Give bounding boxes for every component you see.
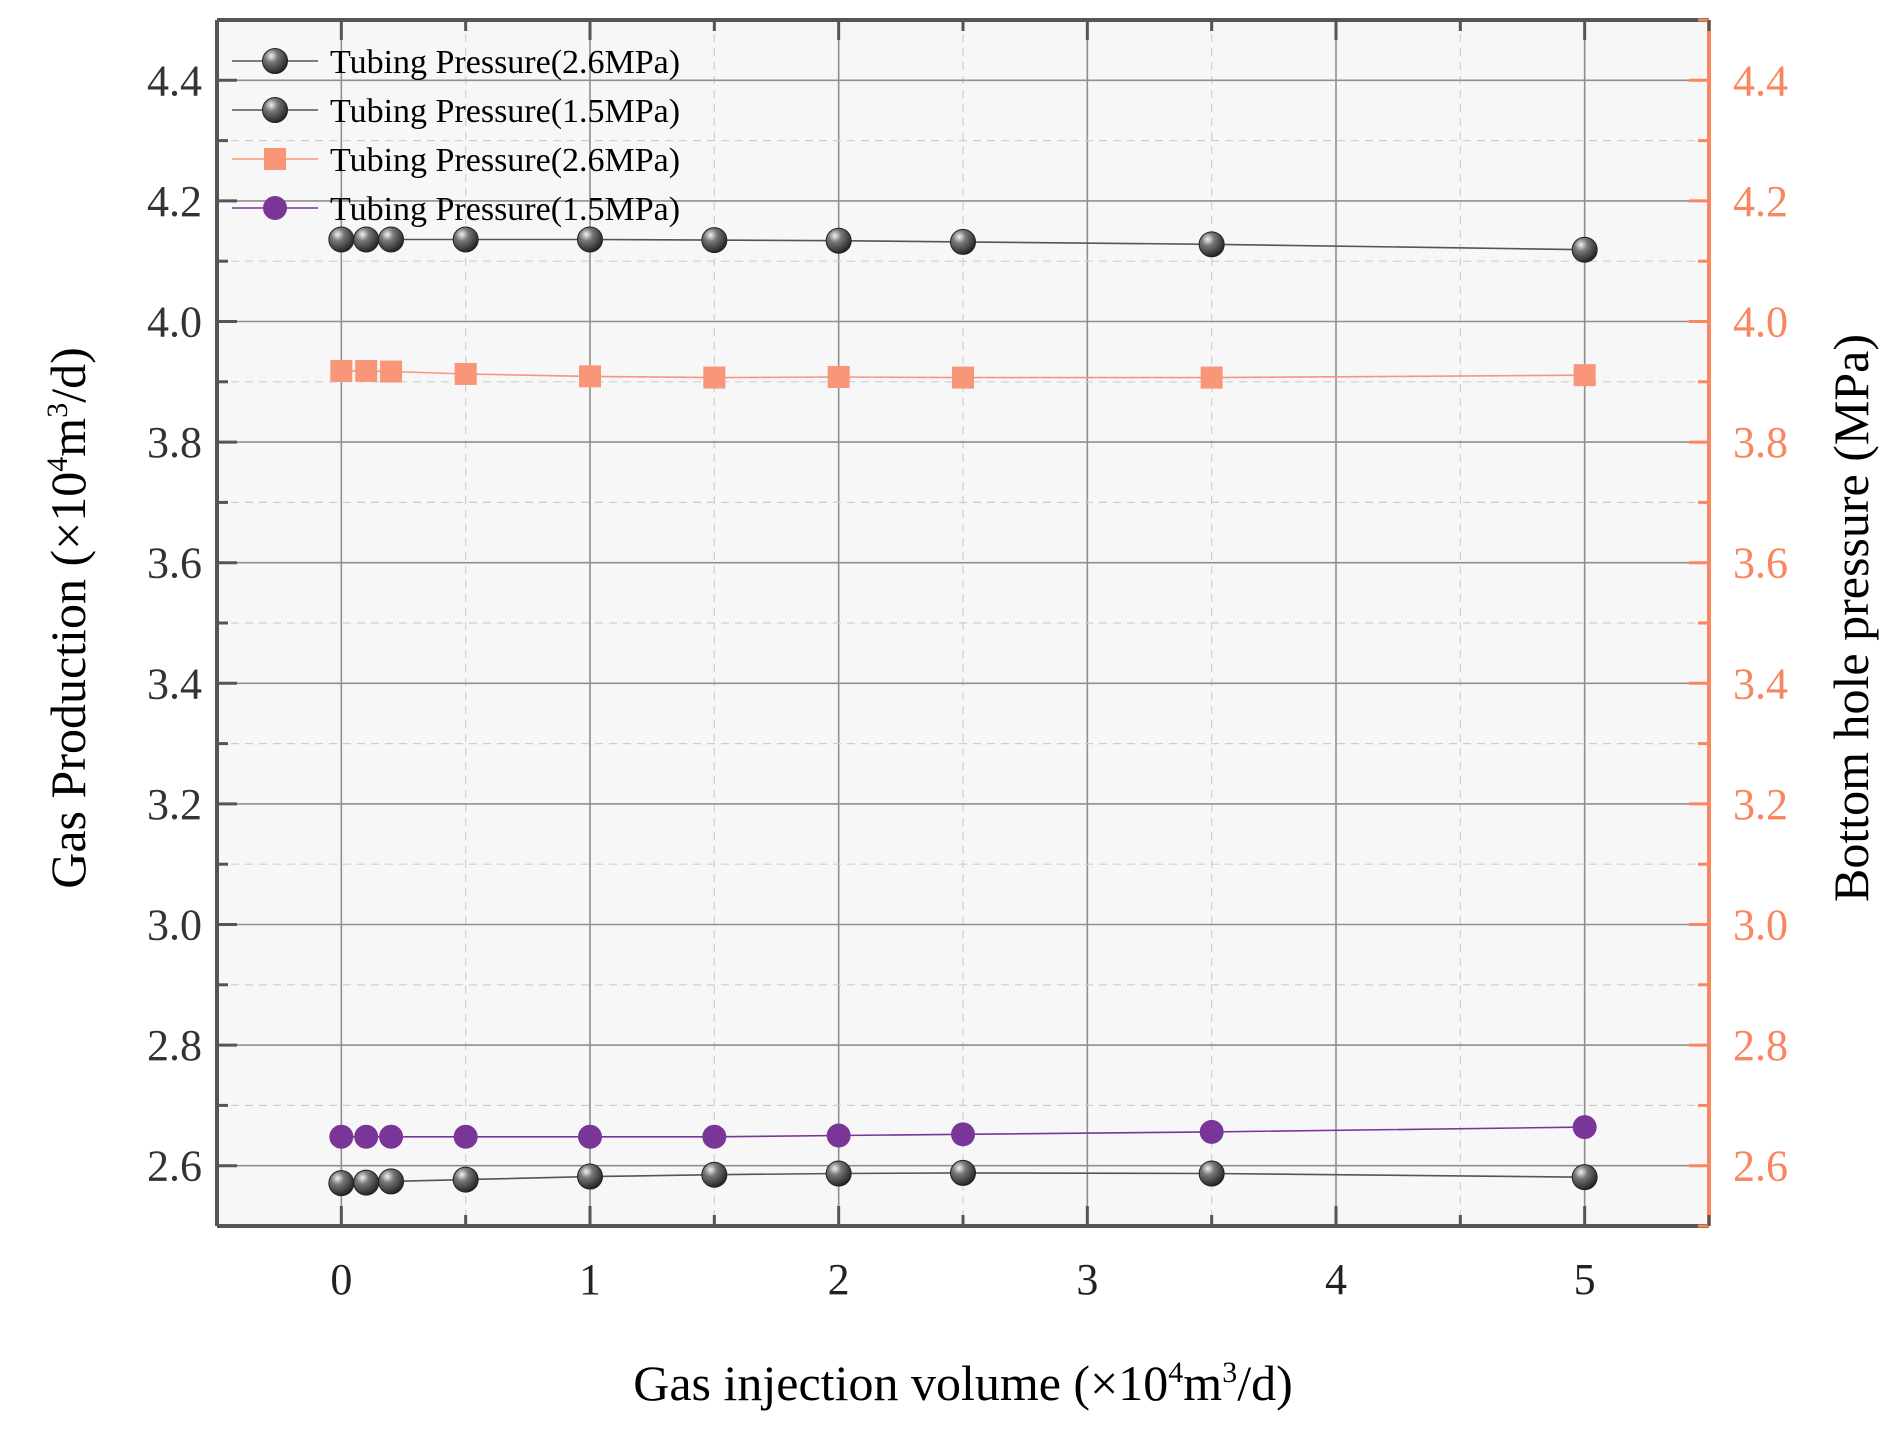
data-point — [701, 1161, 728, 1188]
legend-marker — [262, 97, 288, 123]
y-tick-label-left: 3.0 — [147, 901, 202, 950]
data-point — [454, 362, 477, 385]
series-line — [341, 1126, 1585, 1138]
legend: Tubing Pressure(2.6MPa) Tubing Pressure(1… — [232, 44, 680, 228]
y-tick-label-left: 3.8 — [147, 418, 202, 467]
data-point — [950, 1159, 976, 1186]
data-point — [330, 359, 353, 382]
series-2 — [328, 1159, 1598, 1197]
legend-label: Tubing Pressure(1.5MPa) — [330, 93, 680, 130]
data-point — [1200, 366, 1223, 389]
data-point — [353, 1169, 380, 1196]
legend-marker — [264, 148, 286, 170]
data-point — [826, 1123, 851, 1148]
data-point — [952, 366, 974, 389]
y-tick-label-right: 3.0 — [1733, 901, 1788, 950]
y-tick-label-left: 2.8 — [147, 1021, 202, 1070]
data-point — [380, 360, 403, 383]
series-3 — [330, 359, 1596, 389]
y-tick-label-right: 2.6 — [1733, 1142, 1788, 1191]
x-axis-title: Gas injection volume (×104m3/d) — [633, 1355, 1293, 1411]
data-point — [453, 1124, 478, 1149]
y-tick-label-left: 4.2 — [147, 177, 202, 226]
y-tick-label-left: 2.6 — [147, 1142, 202, 1191]
legend-entry: Tubing Pressure(2.6MPa) — [232, 44, 680, 81]
data-point — [1571, 1164, 1598, 1191]
y-tick-label-right: 4.0 — [1733, 298, 1788, 347]
data-point — [1198, 1160, 1225, 1187]
data-point — [452, 1166, 479, 1193]
legend-entry: Tubing Pressure(1.5MPa) — [232, 191, 680, 228]
data-point — [379, 1124, 404, 1149]
y-tick-label-left: 4.4 — [147, 56, 202, 105]
y-tick-label-right: 3.2 — [1733, 780, 1788, 829]
data-point — [579, 365, 601, 388]
y-tick-label-right: 3.6 — [1733, 539, 1788, 588]
y-tick-label-left: 3.2 — [147, 780, 202, 829]
legend-label: Tubing Pressure(1.5MPa) — [330, 191, 680, 228]
data-point — [452, 226, 479, 253]
data-point — [378, 226, 405, 253]
y-axis-left-title: Gas Production (×104m3/d) — [40, 347, 96, 889]
data-point — [1198, 231, 1225, 258]
data-point — [827, 365, 850, 388]
axes: 2.6 2.8 3.0 3.2 3.4 3.6 3.8 4.0 4.2 4.4 2.6 2.8 3.0 3… — [147, 18, 1788, 1304]
y-tick-label-left: 3.4 — [147, 659, 202, 708]
data-point — [702, 1124, 727, 1149]
data-point — [950, 228, 976, 255]
data-point — [578, 1124, 602, 1149]
legend-label: Tubing Pressure(2.6MPa) — [330, 142, 680, 179]
y-tick-label-right: 2.8 — [1733, 1021, 1788, 1070]
legend-entry: Tubing Pressure(1.5MPa) — [232, 93, 680, 130]
y-axis-right-title: Bottom hole pressure (MPa) — [1823, 334, 1879, 902]
data-point — [825, 1160, 852, 1187]
data-point — [378, 1168, 405, 1195]
x-tick-label: 4 — [1325, 1255, 1347, 1304]
y-tick-label-right: 3.8 — [1733, 418, 1788, 467]
data-point — [701, 227, 728, 254]
data-point — [1199, 1119, 1224, 1144]
data-point — [577, 226, 603, 253]
legend-marker — [262, 48, 288, 74]
x-tick-label: 5 — [1574, 1255, 1596, 1304]
data-point — [1572, 1115, 1597, 1140]
y-tick-label-right: 4.4 — [1733, 56, 1788, 105]
data-point — [951, 1122, 975, 1147]
series-4 — [329, 1115, 1597, 1149]
y-tick-label-right: 4.2 — [1733, 177, 1788, 226]
data-point — [355, 359, 378, 382]
y-tick-label-left: 3.6 — [147, 539, 202, 588]
x-tick-label: 1 — [579, 1255, 601, 1304]
x-tick-label: 3 — [1076, 1255, 1098, 1304]
data-point — [1573, 364, 1596, 387]
y-tick-label-left: 4.0 — [147, 298, 202, 347]
series-group — [328, 226, 1598, 1197]
data-point — [328, 1170, 355, 1197]
data-point — [329, 1124, 354, 1149]
data-point — [354, 1124, 379, 1149]
legend-marker — [263, 196, 287, 220]
y-tick-label-right: 3.4 — [1733, 659, 1788, 708]
x-tick-label: 2 — [828, 1255, 850, 1304]
series-1 — [328, 226, 1598, 263]
data-point — [328, 226, 355, 253]
data-point — [353, 226, 380, 253]
data-point — [703, 366, 726, 389]
data-point — [1571, 236, 1598, 263]
data-point — [577, 1163, 603, 1190]
x-tick-label: 0 — [330, 1255, 352, 1304]
legend-label: Tubing Pressure(2.6MPa) — [330, 44, 680, 81]
data-point — [825, 227, 852, 254]
series-line — [341, 370, 1585, 379]
legend-entry: Tubing Pressure(2.6MPa) — [232, 142, 680, 179]
